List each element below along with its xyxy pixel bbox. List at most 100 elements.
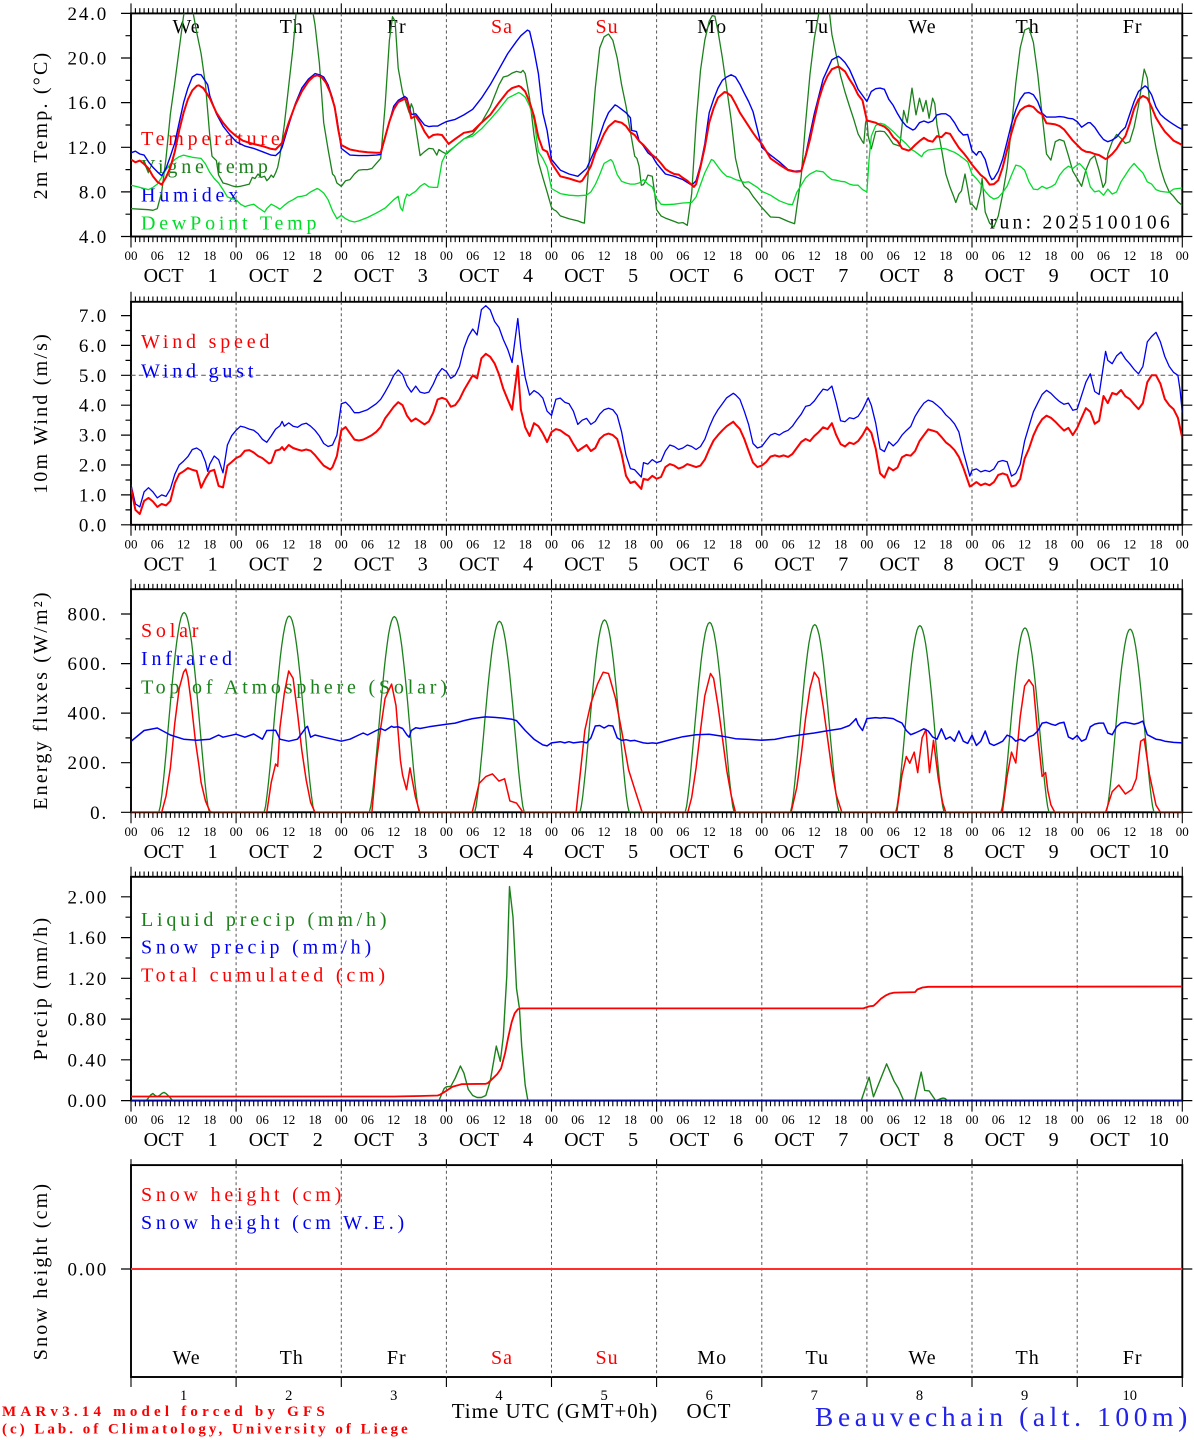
svg-text:8: 8	[916, 1388, 923, 1404]
svg-text:Humidex: Humidex	[141, 184, 242, 206]
svg-text:18: 18	[309, 824, 322, 839]
svg-text:6.0: 6.0	[79, 336, 108, 357]
svg-text:06: 06	[151, 1112, 165, 1127]
svg-text:12: 12	[1123, 824, 1136, 839]
svg-text:12: 12	[387, 248, 400, 263]
svg-text:06: 06	[887, 1112, 901, 1127]
svg-text:00: 00	[1176, 248, 1189, 263]
svg-text:Tu: Tu	[806, 1347, 830, 1369]
svg-text:00: 00	[1176, 1112, 1189, 1127]
svg-text:00: 00	[440, 824, 453, 839]
svg-text:Sa: Sa	[491, 1347, 513, 1369]
svg-text:18: 18	[1150, 536, 1163, 551]
svg-text:Solar: Solar	[141, 620, 202, 642]
svg-text:06: 06	[466, 536, 480, 551]
svg-text:12: 12	[808, 1112, 821, 1127]
svg-text:OCT: OCT	[459, 265, 499, 287]
svg-text:06: 06	[1097, 248, 1111, 263]
svg-text:00: 00	[755, 536, 768, 551]
svg-text:00: 00	[335, 536, 348, 551]
svg-text:12: 12	[703, 536, 716, 551]
svg-text:OCT: OCT	[354, 553, 394, 575]
svg-text:18: 18	[519, 824, 532, 839]
svg-text:24.0: 24.0	[68, 4, 108, 25]
svg-text:00: 00	[860, 1112, 873, 1127]
svg-text:run: 2025100106: run: 2025100106	[990, 213, 1173, 234]
svg-text:Wind gust: Wind gust	[141, 361, 257, 383]
svg-text:12: 12	[387, 824, 400, 839]
svg-text:OCT: OCT	[144, 841, 184, 863]
svg-text:06: 06	[151, 248, 165, 263]
svg-text:2.0: 2.0	[79, 456, 108, 477]
svg-text:12: 12	[598, 1112, 611, 1127]
svg-text:3: 3	[418, 265, 428, 287]
svg-text:00: 00	[1176, 824, 1189, 839]
svg-text:00: 00	[755, 824, 768, 839]
svg-text:06: 06	[256, 248, 270, 263]
svg-text:18: 18	[624, 536, 637, 551]
svg-text:12: 12	[493, 1112, 506, 1127]
svg-text:5: 5	[628, 841, 638, 863]
svg-text:18: 18	[1044, 824, 1057, 839]
svg-text:00: 00	[860, 536, 873, 551]
svg-text:MARv3.14 model forced by GFS: MARv3.14 model forced by GFS	[2, 1404, 329, 1420]
svg-text:06: 06	[256, 1112, 270, 1127]
svg-text:06: 06	[1097, 1112, 1111, 1127]
svg-text:OCT: OCT	[564, 841, 604, 863]
svg-text:18: 18	[834, 536, 847, 551]
svg-text:OCT: OCT	[564, 265, 604, 287]
svg-text:18: 18	[1044, 1112, 1057, 1127]
svg-text:12: 12	[1018, 1112, 1031, 1127]
svg-text:OCT: OCT	[144, 553, 184, 575]
svg-text:4: 4	[495, 1388, 503, 1404]
svg-text:06: 06	[992, 536, 1006, 551]
svg-text:06: 06	[256, 536, 270, 551]
svg-text:06: 06	[992, 824, 1006, 839]
svg-text:10: 10	[1149, 841, 1169, 863]
svg-text:OCT: OCT	[249, 553, 289, 575]
svg-text:Th: Th	[280, 16, 304, 38]
svg-text:Beauvechain (alt. 100m): Beauvechain (alt. 100m)	[815, 1401, 1192, 1432]
svg-text:2.00: 2.00	[68, 887, 108, 908]
svg-text:12: 12	[1018, 536, 1031, 551]
svg-text:200.: 200.	[68, 753, 108, 774]
svg-text:9: 9	[1021, 1388, 1028, 1404]
svg-text:2: 2	[313, 1129, 323, 1151]
svg-text:1: 1	[208, 265, 218, 287]
svg-text:6: 6	[733, 841, 743, 863]
svg-text:00: 00	[966, 536, 979, 551]
svg-text:18: 18	[729, 536, 742, 551]
svg-text:18: 18	[1044, 536, 1057, 551]
svg-text:10: 10	[1149, 1129, 1169, 1151]
svg-text:18: 18	[939, 824, 952, 839]
svg-text:0.: 0.	[90, 803, 108, 824]
svg-text:We: We	[908, 1347, 936, 1369]
svg-text:12: 12	[913, 824, 926, 839]
svg-text:12: 12	[1123, 248, 1136, 263]
svg-text:7: 7	[838, 1129, 848, 1151]
svg-text:OCT: OCT	[1090, 1129, 1130, 1151]
svg-text:10: 10	[1122, 1388, 1137, 1404]
svg-text:00: 00	[125, 248, 138, 263]
svg-text:400.: 400.	[68, 704, 108, 725]
svg-text:OCT: OCT	[880, 1129, 920, 1151]
svg-text:06: 06	[151, 824, 165, 839]
svg-text:00: 00	[440, 536, 453, 551]
svg-text:Su: Su	[596, 1347, 619, 1369]
svg-text:06: 06	[782, 824, 796, 839]
svg-text:18: 18	[1150, 248, 1163, 263]
svg-text:OCT: OCT	[669, 553, 709, 575]
svg-text:0.80: 0.80	[68, 1010, 108, 1031]
svg-text:06: 06	[466, 1112, 480, 1127]
svg-text:00: 00	[1071, 248, 1084, 263]
svg-text:00: 00	[335, 248, 348, 263]
svg-text:Su: Su	[596, 16, 619, 38]
svg-text:18: 18	[729, 824, 742, 839]
svg-text:12: 12	[703, 248, 716, 263]
svg-text:12: 12	[913, 1112, 926, 1127]
svg-text:18: 18	[1150, 1112, 1163, 1127]
svg-text:12: 12	[387, 536, 400, 551]
svg-text:5.0: 5.0	[79, 366, 108, 387]
svg-text:OCT: OCT	[985, 1129, 1025, 1151]
svg-text:12: 12	[177, 824, 190, 839]
